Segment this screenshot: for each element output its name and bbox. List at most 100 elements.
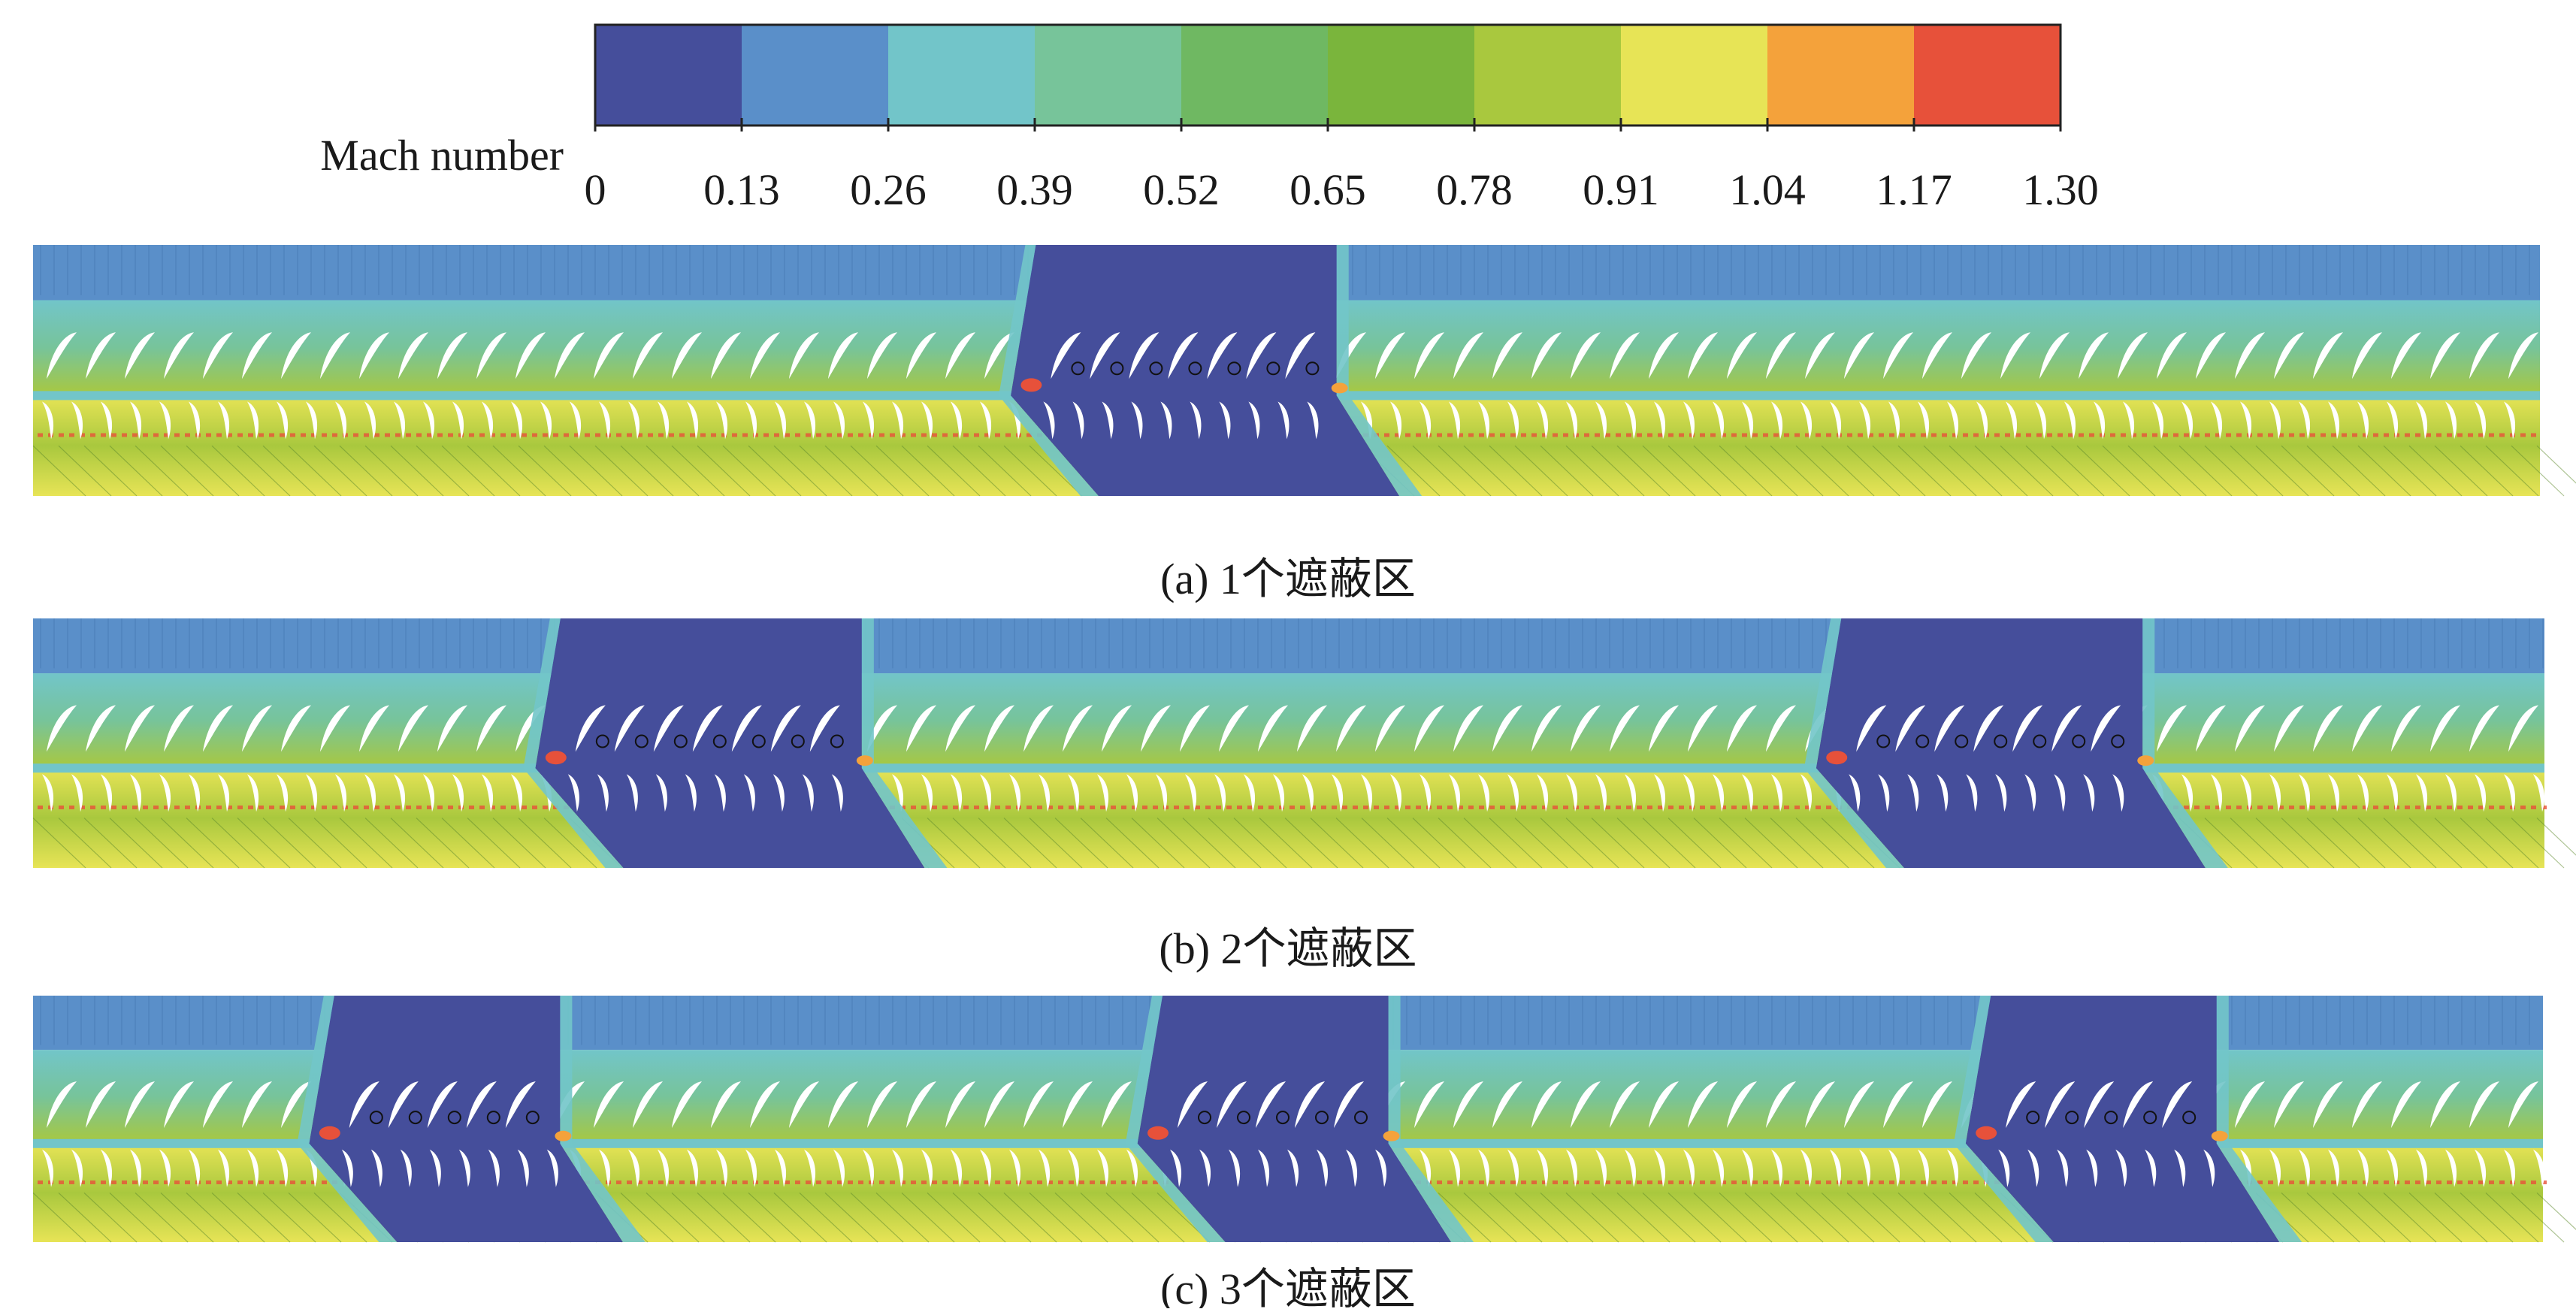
wake-line bbox=[1693, 818, 1747, 869]
wake-line bbox=[1642, 818, 1696, 869]
high-mach-spot bbox=[2257, 433, 2263, 437]
wake-line bbox=[416, 818, 470, 869]
stator-blade bbox=[1625, 774, 1637, 812]
high-mach-spot bbox=[806, 433, 811, 437]
high-mach-spot bbox=[469, 806, 474, 809]
wake-line bbox=[83, 445, 138, 497]
high-mach-spot bbox=[806, 1180, 811, 1184]
high-mach-spot bbox=[732, 433, 737, 437]
stator-blade bbox=[921, 1149, 933, 1187]
high-mach-spot bbox=[921, 433, 927, 437]
stator-blade bbox=[1097, 1149, 1109, 1187]
stator-blade bbox=[1859, 401, 1871, 440]
wake-line bbox=[1003, 445, 1057, 497]
vortex bbox=[1305, 361, 1320, 376]
vortex bbox=[408, 1111, 422, 1125]
wake-line bbox=[2536, 1192, 2576, 1230]
wake-line bbox=[901, 1192, 955, 1243]
wake-line bbox=[1744, 818, 1798, 869]
wake-line bbox=[492, 818, 546, 869]
stator-blade bbox=[2504, 774, 2516, 812]
colorbar-swatch bbox=[595, 25, 742, 125]
high-mach-spot bbox=[374, 433, 379, 437]
wake-line bbox=[2536, 818, 2576, 856]
wake-line bbox=[2025, 445, 2079, 497]
stator-blade bbox=[452, 774, 464, 812]
stator-blade bbox=[1248, 401, 1260, 440]
stator-blade bbox=[1277, 401, 1290, 440]
stator-blade bbox=[570, 401, 582, 440]
stator-blade bbox=[1361, 774, 1373, 812]
high-mach-spot bbox=[500, 806, 506, 809]
high-mach-spot bbox=[2436, 433, 2441, 437]
wake-line bbox=[2281, 445, 2335, 497]
wake-line bbox=[339, 818, 393, 869]
high-mach-spot bbox=[174, 433, 180, 437]
high-mach-spot bbox=[1784, 806, 1789, 809]
wake-line bbox=[1565, 1192, 1619, 1243]
high-mach-spot bbox=[1374, 806, 1379, 809]
wake-line bbox=[262, 818, 316, 869]
high-mach-spot bbox=[80, 1180, 85, 1184]
high-mach-spot bbox=[290, 806, 295, 809]
high-mach-spot bbox=[522, 806, 527, 809]
contour-panel-a bbox=[32, 245, 2576, 497]
high-mach-spot bbox=[1710, 806, 1716, 809]
shielded-zone bbox=[1137, 996, 1452, 1242]
zone-edge bbox=[999, 245, 1099, 496]
stator-blade bbox=[951, 774, 963, 812]
high-mach-spot bbox=[1805, 433, 1810, 437]
high-mach-spot bbox=[1658, 433, 1663, 437]
high-mach-spot bbox=[2268, 806, 2273, 809]
shock-spot bbox=[1383, 1130, 1400, 1141]
wake-line bbox=[1386, 445, 1441, 497]
stator-blade bbox=[1713, 774, 1725, 812]
high-mach-spot bbox=[269, 433, 274, 437]
stator-blade bbox=[1507, 401, 1519, 440]
high-mach-spot bbox=[259, 806, 264, 809]
high-mach-spot bbox=[2173, 433, 2178, 437]
stator-blade bbox=[2475, 401, 2487, 440]
stator-blade bbox=[2024, 774, 2036, 812]
wake-line bbox=[186, 818, 240, 869]
wake-line bbox=[160, 1192, 214, 1243]
vortex bbox=[1915, 734, 1930, 748]
stator-blade bbox=[2006, 401, 2018, 440]
high-mach-spot bbox=[1500, 1180, 1505, 1184]
wake-line bbox=[1080, 1192, 1134, 1243]
stator-blade bbox=[1449, 1149, 1461, 1187]
high-mach-spot bbox=[216, 806, 222, 809]
stator-blade bbox=[745, 401, 757, 440]
shock-spot bbox=[856, 755, 873, 766]
stator-blade bbox=[1566, 774, 1578, 812]
high-mach-spot bbox=[69, 806, 74, 809]
colorbar-tick-label: 0.65 bbox=[1290, 165, 1366, 214]
high-mach-spot bbox=[2215, 806, 2221, 809]
stator-blade bbox=[2240, 401, 2252, 440]
wake-line bbox=[2460, 445, 2514, 497]
caption-c: (c) 3个遮蔽区 bbox=[1160, 1265, 1416, 1308]
high-mach-spot bbox=[38, 433, 43, 437]
stator-blade bbox=[775, 401, 787, 440]
stator-blade bbox=[980, 1149, 992, 1187]
wake-line bbox=[1540, 1192, 1594, 1243]
wake-line bbox=[978, 1192, 1032, 1243]
high-mach-spot bbox=[1605, 433, 1610, 437]
wake-line bbox=[288, 445, 342, 497]
high-mach-spot bbox=[406, 433, 411, 437]
wake-line bbox=[1284, 818, 1338, 869]
stator-blade bbox=[1654, 401, 1666, 440]
high-mach-spot bbox=[858, 1180, 863, 1184]
high-mach-spot bbox=[2205, 433, 2210, 437]
vortex bbox=[673, 734, 688, 748]
stator-blade bbox=[71, 774, 83, 812]
high-mach-spot bbox=[2068, 433, 2073, 437]
stator-blade bbox=[2357, 774, 2369, 812]
wake-line bbox=[211, 445, 265, 497]
stator-blade bbox=[101, 1149, 113, 1187]
stator-blade bbox=[423, 401, 435, 440]
high-mach-spot bbox=[1489, 806, 1495, 809]
wake-line bbox=[1463, 445, 1517, 497]
vortex bbox=[2182, 1111, 2197, 1125]
high-mach-spot bbox=[2478, 806, 2484, 809]
